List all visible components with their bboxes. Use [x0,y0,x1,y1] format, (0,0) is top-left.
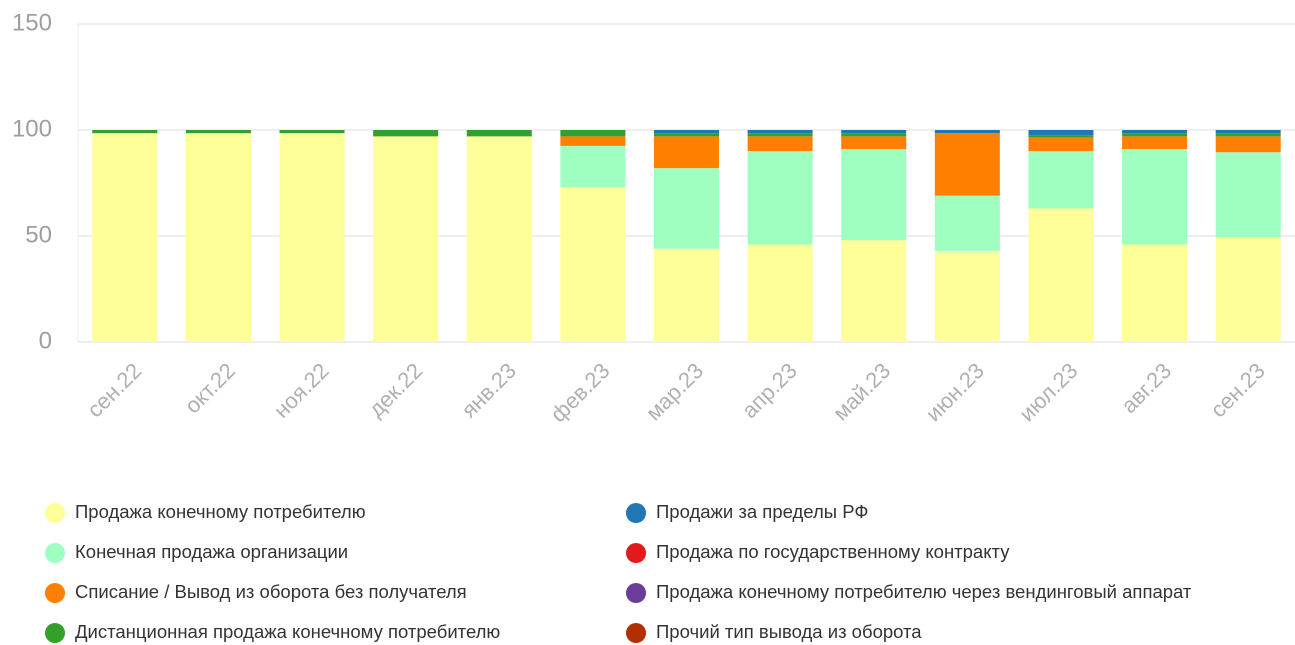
x-tick-label: сен.22 [82,358,146,422]
legend-label: Продажи за пределы РФ [656,501,868,522]
bar-segment [560,136,626,146]
bar-segment [1122,130,1188,134]
bar-segment [747,136,813,152]
x-tick-label: апр.23 [737,358,802,423]
bar-segment [1028,130,1094,136]
bar-segment [654,136,719,169]
legend-marker [45,623,65,643]
legend-marker [45,583,65,603]
legend-label: Списание / Вывод из оборота без получате… [75,581,467,602]
bar-segment [1122,149,1188,245]
bar-segment [654,168,719,249]
bar-segment [185,130,251,134]
x-tick-label: фев.23 [546,358,615,427]
y-tick-label: 150 [12,9,52,36]
bar-segment [654,133,719,137]
bar-segment [1122,133,1188,137]
bar-segment [1215,133,1281,137]
bar-segment [747,151,813,245]
x-tick-label: май.23 [828,358,895,425]
y-tick-label: 100 [12,115,52,142]
legend-marker [626,503,646,523]
bar-segment [279,133,345,342]
bar-segment [1028,151,1094,209]
bar-segment [1215,130,1281,134]
x-tick-label: ноя.22 [269,358,334,423]
bar-segment [1215,237,1281,342]
x-tick-label: авг.23 [1116,358,1176,418]
bar-segment [654,248,719,342]
bar-segment [560,145,626,188]
bar-segment [841,240,907,342]
bar-segment [841,149,907,241]
bar-segment [841,133,907,137]
bar-segment [934,250,1000,342]
bar-segment [92,130,158,134]
x-tick-label: окт.22 [180,358,240,418]
bar-segment [747,244,813,342]
bar-segment [1122,244,1188,342]
legend-label: Конечная продажа организации [75,541,348,562]
y-tick-label: 50 [25,221,52,248]
x-tick-label: июл.23 [1014,358,1082,426]
bar-segment [373,136,439,342]
legend-marker [626,623,646,643]
bar-segment [934,133,1000,196]
x-tick-label: июн.23 [921,358,989,426]
bar-segment [747,130,813,134]
bar-segment [1028,208,1094,342]
bar-segment [1122,136,1188,150]
bar-segment [934,195,1000,251]
bar-segment [185,133,251,342]
bar-segment [466,130,532,137]
bar-segment [1215,136,1281,153]
bar-segment [841,130,907,134]
legend-marker [45,543,65,563]
bar-segment [654,130,719,134]
bar-segment [1028,137,1094,152]
legend-label: Продажа конечному потребителю через венд… [656,581,1192,602]
bar-segment [373,130,439,137]
bar-segment [279,130,345,134]
bar-segment [841,136,907,150]
bar-segment [934,130,1000,134]
bar-segment [1028,135,1094,138]
legend-label: Продажа конечному потребителю [75,501,366,522]
legend-label: Прочий тип вывода из оборота [656,621,922,642]
x-tick-label: дек.22 [363,358,427,422]
legend-marker [626,543,646,563]
bar-segment [560,130,626,137]
bar-segment [1215,152,1281,238]
legend-marker [45,503,65,523]
legend-marker [626,583,646,603]
x-tick-label: сен.23 [1206,358,1270,422]
y-tick-label: 0 [39,327,52,354]
x-tick-label: мар.23 [641,358,708,425]
legend-label: Продажа по государственному контракту [656,541,1010,562]
bar-segment [466,136,532,342]
bar-segment [747,133,813,137]
bar-segment [560,187,626,342]
legend-label: Дистанционная продажа конечному потребит… [75,621,500,642]
bar-segment [92,133,158,342]
x-tick-label: янв.23 [456,358,521,423]
